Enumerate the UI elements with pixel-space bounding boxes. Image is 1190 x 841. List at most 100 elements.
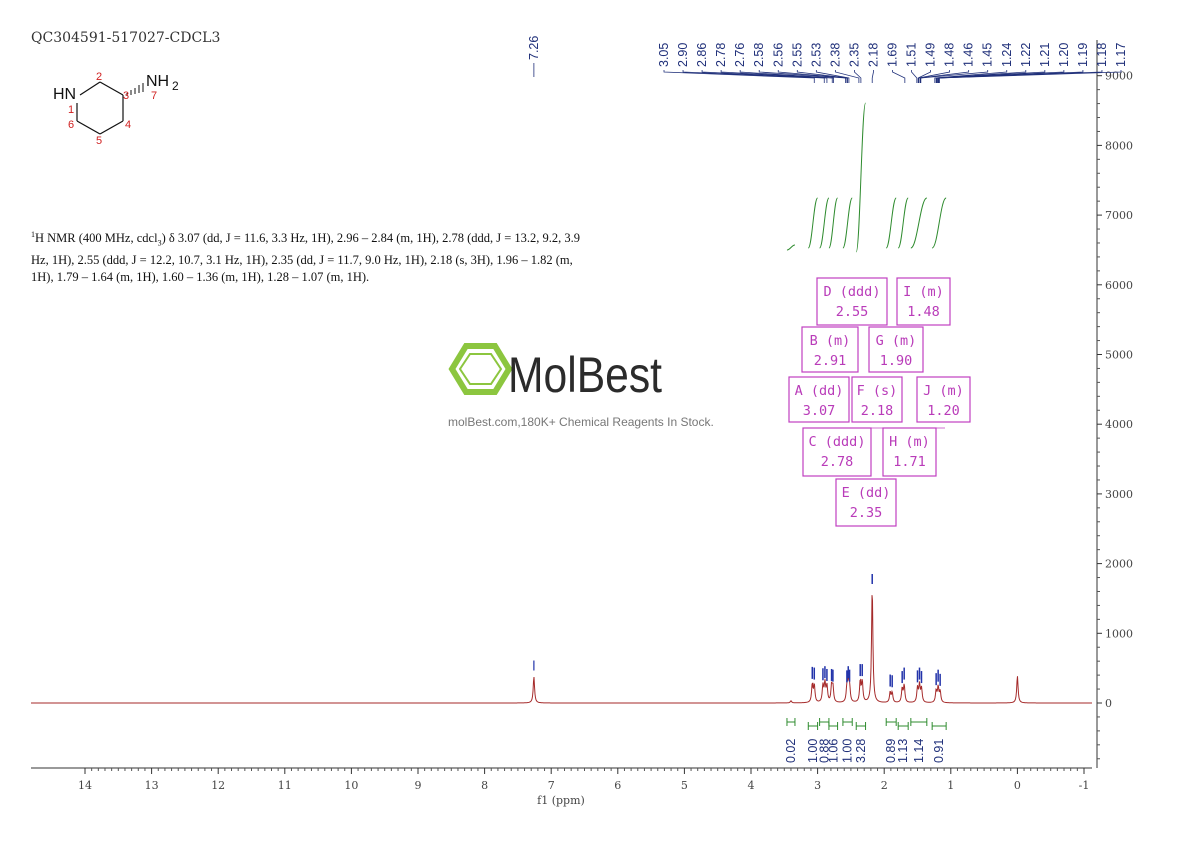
integral-curve <box>885 197 897 249</box>
x-tick-label: 13 <box>145 779 159 792</box>
y-tick-label: 1000 <box>1105 627 1133 640</box>
integral-value: 0.88 <box>817 739 831 763</box>
y-tick-label: 6000 <box>1105 279 1133 292</box>
peak-leader-line <box>892 70 906 83</box>
atom-number-5: 5 <box>96 135 102 147</box>
multiplet-box <box>835 478 897 527</box>
atom-number-2: 2 <box>96 71 102 83</box>
multiplet-label: I (m) <box>903 284 944 300</box>
multiplet-label: G (m) <box>876 333 917 349</box>
sample-id-label: QC304591-517027-CDCL3 <box>31 30 221 46</box>
multiplet-shift: 1.90 <box>880 353 913 369</box>
peak-label: 2.53 <box>809 43 823 67</box>
nmr-description: 1H NMR (400 MHz, cdcl3) δ 3.07 (dd, J = … <box>31 226 596 286</box>
multiplet-box <box>801 326 859 373</box>
integral-curve <box>807 197 819 249</box>
peak-leader-line <box>871 70 874 83</box>
multiplet-shift: 2.91 <box>814 353 847 369</box>
watermark-tagline: molBest.com,180K+ Chemical Reagents In S… <box>448 415 714 429</box>
peak-leader-line <box>777 70 848 83</box>
peak-label: 2.90 <box>676 43 690 67</box>
benzene-logo-icon <box>448 343 513 395</box>
multiplet-box <box>896 277 951 326</box>
integral-curve <box>828 197 839 249</box>
multiplet-boxes: A (dd) 3.07 B (m) 2.91 C (ddd) 2.78 D (ddd) 2.5… <box>788 277 971 527</box>
peak-label: 1.48 <box>943 43 957 67</box>
peak-label: 1.51 <box>905 43 919 67</box>
x-tick-label: 4 <box>748 779 755 792</box>
peak-label: 1.18 <box>1095 43 1109 67</box>
peak-label: 1.17 <box>1114 43 1128 67</box>
integral-value: 1.14 <box>912 739 926 763</box>
integral-value: 1.06 <box>826 739 840 763</box>
peak-label: 2.76 <box>733 43 747 67</box>
x-tick-label: -1 <box>1079 779 1090 792</box>
x-tick-label: 14 <box>78 779 92 792</box>
integral-curve <box>910 197 928 249</box>
x-axis-label: f1 (ppm) <box>537 794 585 807</box>
multiplet-label: J (m) <box>923 383 964 399</box>
x-tick-label: 12 <box>211 779 225 792</box>
multiplet-label: E (dd) <box>842 485 891 501</box>
x-tick-label: 3 <box>814 779 821 792</box>
molbest-watermark: MolBest molBest.com,180K+ Chemical Reage… <box>448 343 714 429</box>
description-text-2: ) δ 3.07 (dd, J = 11.6, 3.3 Hz, 1H), 2.9… <box>31 231 581 284</box>
x-tick-label: 2 <box>881 779 888 792</box>
x-tick-label: 6 <box>614 779 621 792</box>
y-tick-label: 9000 <box>1105 70 1133 83</box>
integral-curve <box>819 197 830 249</box>
peak-leader-line <box>854 70 862 83</box>
x-tick-label: 5 <box>681 779 688 792</box>
peak-leader-line <box>663 70 815 83</box>
y-tick-label: 3000 <box>1105 488 1133 501</box>
peak-leader-line <box>739 70 834 83</box>
multiplet-label: A (dd) <box>795 383 844 399</box>
integral-curve <box>842 197 853 249</box>
nucleus-superscript: 1 <box>31 230 35 239</box>
peak-leader-line <box>917 70 931 83</box>
nh2-label: NH <box>146 73 169 90</box>
multiplet-shift: 1.71 <box>893 454 926 470</box>
atom-number-1: 1 <box>68 104 74 116</box>
peak-label: 2.58 <box>752 43 766 67</box>
peak-label: 1.21 <box>1038 43 1052 67</box>
peak-label: 1.20 <box>1057 43 1071 67</box>
y-tick-label: 8000 <box>1105 139 1133 152</box>
peak-leader-line <box>939 70 1122 83</box>
peak-label: 1.19 <box>1076 43 1090 67</box>
peak-label: 2.86 <box>695 43 709 67</box>
peak-leader-line <box>934 70 1008 83</box>
spectrum-line <box>31 595 1092 704</box>
x-tick-label: 8 <box>481 779 488 792</box>
peak-leader-line <box>918 70 951 83</box>
y-tick-label: 0 <box>1105 697 1112 710</box>
peak-leader-line <box>701 70 828 83</box>
x-tick-label: 0 <box>1014 779 1021 792</box>
peak-leader-line <box>796 70 848 83</box>
multiplet-box <box>916 376 971 423</box>
multiplet-label: H (m) <box>889 434 930 450</box>
peak-labels: 3.05 2.90 2.86 2.78 2.76 2.58 2.56 2.55 2.53 2.38… <box>527 36 1128 83</box>
peak-label: 1.49 <box>924 43 938 67</box>
peak-label: 7.26 <box>527 36 541 60</box>
atom-number-3: 3 <box>123 90 129 102</box>
peak-leader-line <box>834 70 860 83</box>
peak-label: 2.55 <box>790 43 804 67</box>
integral-value: 0.89 <box>884 739 898 763</box>
peak-label: 1.22 <box>1019 43 1033 67</box>
peak-leader-line <box>758 70 846 83</box>
x-tick-label: 11 <box>278 779 292 792</box>
multiplet-box <box>868 326 924 373</box>
integral-curve <box>786 244 796 251</box>
nh2-subscript: 2 <box>172 79 179 93</box>
multiplet-shift: 3.07 <box>803 403 836 419</box>
peak-label: 2.78 <box>714 43 728 67</box>
stereo-hash-bond <box>126 83 144 96</box>
hn-label: HN <box>53 86 76 103</box>
x-axis: 14 13 12 11 10 9 8 7 6 5 4 3 2 1 0 -1 <box>31 767 1092 792</box>
solvent-subscript: 3 <box>157 238 162 248</box>
x-tick-label: 10 <box>344 779 358 792</box>
multiplet-box <box>851 376 903 423</box>
x-tick-label: 9 <box>415 779 422 792</box>
